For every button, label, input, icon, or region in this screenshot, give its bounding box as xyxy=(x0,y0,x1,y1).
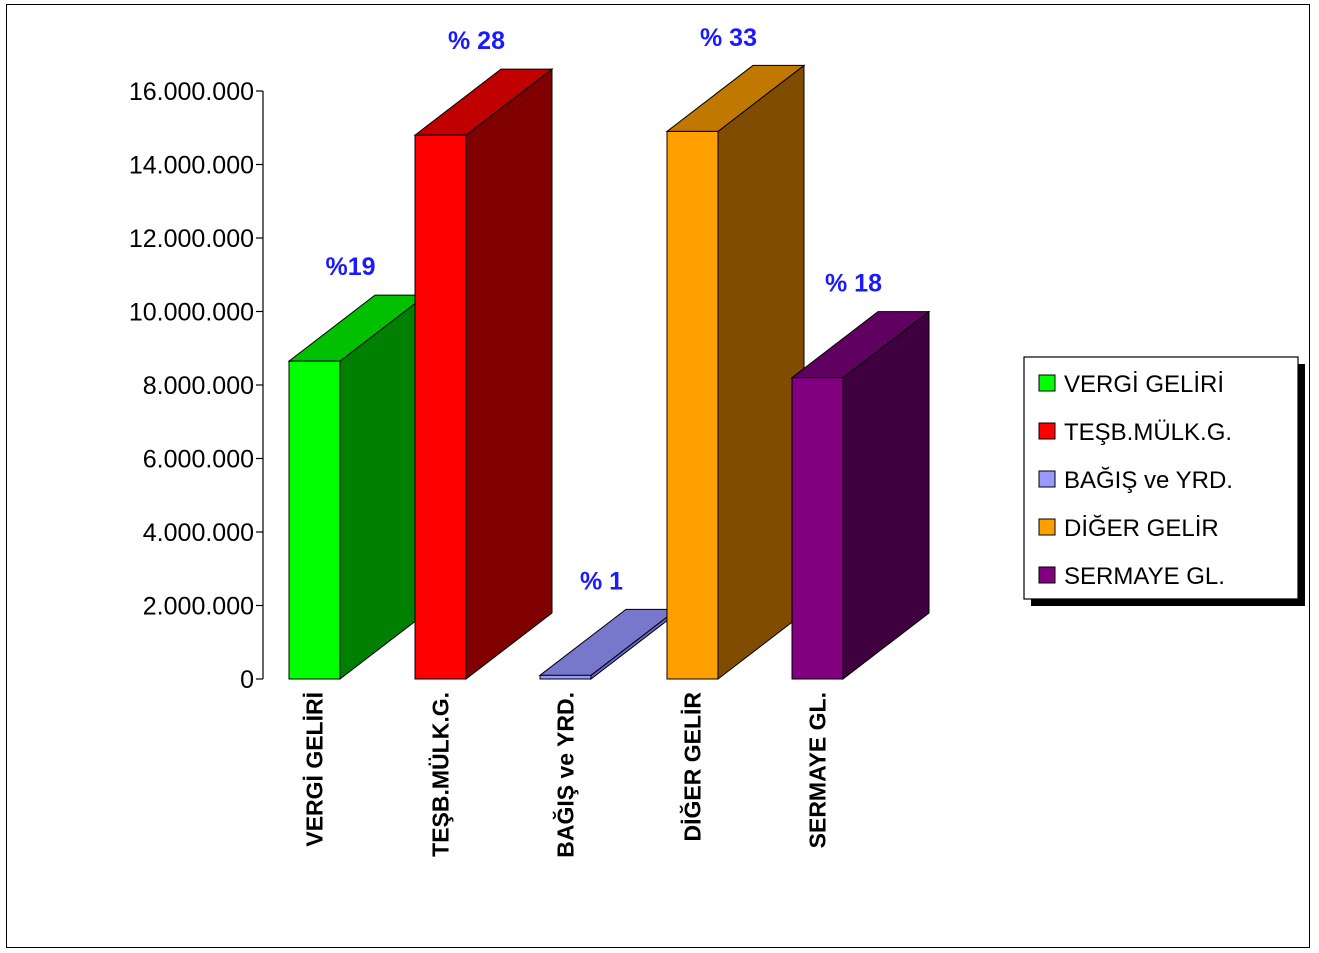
category-label: VERGİ GELİRİ xyxy=(302,692,328,847)
y-tick-label: 10.000.000 xyxy=(129,299,254,327)
data-label: % 33 xyxy=(700,24,757,52)
legend-box xyxy=(1023,356,1299,600)
y-tick-label: 8.000.000 xyxy=(143,372,254,400)
data-label: %19 xyxy=(325,253,375,281)
bar-front xyxy=(414,134,467,680)
legend-label: VERGİ GELİRİ xyxy=(1064,371,1224,398)
y-tick-label: 4.000.000 xyxy=(143,519,254,547)
legend-label: BAĞIŞ ve YRD. xyxy=(1064,467,1233,494)
bar-front xyxy=(288,360,341,680)
data-label: % 1 xyxy=(580,567,623,595)
legend-label: DİĞER GELİR xyxy=(1064,515,1219,542)
category-label: TEŞB.MÜLK.G. xyxy=(428,692,454,857)
bar-side xyxy=(717,64,805,681)
bar-bag-is-ve-yrd xyxy=(538,608,679,681)
bar-front xyxy=(666,130,719,680)
y-axis: 0 2.000.000 4.000.000 6.000.000 8.000.000 10.… xyxy=(129,78,264,694)
bar-front xyxy=(791,377,844,680)
y-tick-label: 6.000.000 xyxy=(143,446,254,474)
bar-tes-b-mu-lk-g xyxy=(413,68,554,681)
legend-swatch xyxy=(1038,566,1056,584)
bar-front xyxy=(539,674,592,680)
data-label: % 18 xyxy=(825,270,882,298)
bar-di-g-er-geli-r xyxy=(665,64,806,681)
data-labels: %19 % 28 % 1 % 33 % 18 xyxy=(325,24,882,595)
bar-side xyxy=(465,68,553,681)
y-tick-label: 14.000.000 xyxy=(129,152,254,180)
legend-swatch xyxy=(1038,422,1056,440)
category-label: SERMAYE GL. xyxy=(805,692,831,848)
y-tick-label: 0 xyxy=(240,666,254,694)
bar-vergi-geli-ri xyxy=(287,294,428,681)
legend-label: SERMAYE GL. xyxy=(1064,563,1225,590)
category-label: BAĞIŞ ve YRD. xyxy=(552,692,579,858)
data-label: % 28 xyxy=(448,27,505,55)
legend-swatch xyxy=(1038,374,1056,392)
y-tick-label: 16.000.000 xyxy=(129,78,254,106)
legend: VERGİ GELİRİ TEŞB.MÜLK.G. BAĞIŞ ve YRD. DİĞ… xyxy=(1023,356,1305,606)
y-tick-label: 2.000.000 xyxy=(143,593,254,621)
legend-swatch xyxy=(1038,518,1056,536)
bar-side xyxy=(339,294,427,681)
bars xyxy=(287,64,931,681)
legend-label: TEŞB.MÜLK.G. xyxy=(1064,419,1232,446)
legend-swatch xyxy=(1038,470,1056,488)
category-labels: VERGİ GELİRİ TEŞB.MÜLK.G. BAĞIŞ ve YRD. DİĞ… xyxy=(302,692,831,858)
category-label: DİĞER GELİR xyxy=(679,692,706,842)
y-tick-label: 12.000.000 xyxy=(129,225,254,253)
bar-sermaye-gl xyxy=(790,310,931,681)
